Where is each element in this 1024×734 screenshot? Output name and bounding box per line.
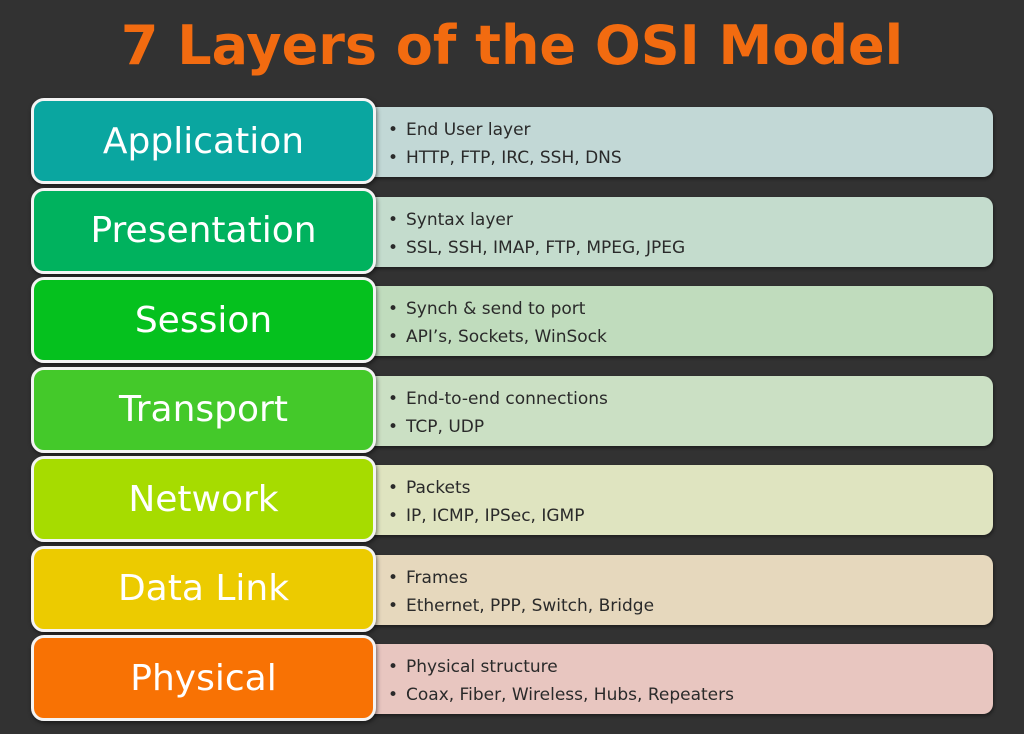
bullet-item: Syntax layer [388,206,993,234]
layer-name-box: Session [31,277,376,363]
bullet-item: IP, ICMP, IPSec, IGMP [388,502,993,530]
layer-row-data-link: Frames Ethernet, PPP, Switch, Bridge Dat… [0,545,1024,634]
bullet-item: SSL, SSH, IMAP, FTP, MPEG, JPEG [388,234,993,262]
layer-description: End User layer HTTP, FTP, IRC, SSH, DNS [366,107,993,177]
bullet-item: Frames [388,564,993,592]
layer-name-box: Transport [31,366,376,453]
layer-name-box: Data Link [31,545,376,632]
bullet-item: Packets [388,474,993,502]
layer-description: End-to-end connections TCP, UDP [366,375,993,446]
layer-row-transport: End-to-end connections TCP, UDP Transpor… [0,366,1024,455]
layer-row-session: Synch & send to port API’s, Sockets, Win… [0,277,1024,365]
layer-description: Synch & send to port API’s, Sockets, Win… [366,286,993,356]
bullet-item: HTTP, FTP, IRC, SSH, DNS [388,144,993,172]
layer-row-application: End User layer HTTP, FTP, IRC, SSH, DNS … [0,98,1024,186]
layer-description: Packets IP, ICMP, IPSec, IGMP [366,465,993,535]
bullet-item: TCP, UDP [388,413,993,441]
layer-name-box: Network [31,456,376,542]
layer-row-network: Packets IP, ICMP, IPSec, IGMP Network [0,456,1024,544]
layer-name-box: Presentation [31,187,376,274]
layer-name-box: Application [31,98,376,184]
bullet-item: Synch & send to port [388,295,993,323]
layer-description: Physical structure Coax, Fiber, Wireless… [366,644,993,714]
bullet-item: End-to-end connections [388,385,993,413]
bullet-item: Coax, Fiber, Wireless, Hubs, Repeaters [388,681,993,709]
bullet-item: End User layer [388,116,993,144]
bullet-item: Ethernet, PPP, Switch, Bridge [388,592,993,620]
layer-row-physical: Physical structure Coax, Fiber, Wireless… [0,635,1024,723]
bullet-item: API’s, Sockets, WinSock [388,323,993,351]
layer-name-box: Physical [31,635,376,721]
layer-description: Syntax layer SSL, SSH, IMAP, FTP, MPEG, … [366,196,993,267]
layer-description: Frames Ethernet, PPP, Switch, Bridge [366,554,993,625]
diagram-title: 7 Layers of the OSI Model [120,14,904,77]
layer-row-presentation: Syntax layer SSL, SSH, IMAP, FTP, MPEG, … [0,187,1024,276]
bullet-item: Physical structure [388,653,993,681]
